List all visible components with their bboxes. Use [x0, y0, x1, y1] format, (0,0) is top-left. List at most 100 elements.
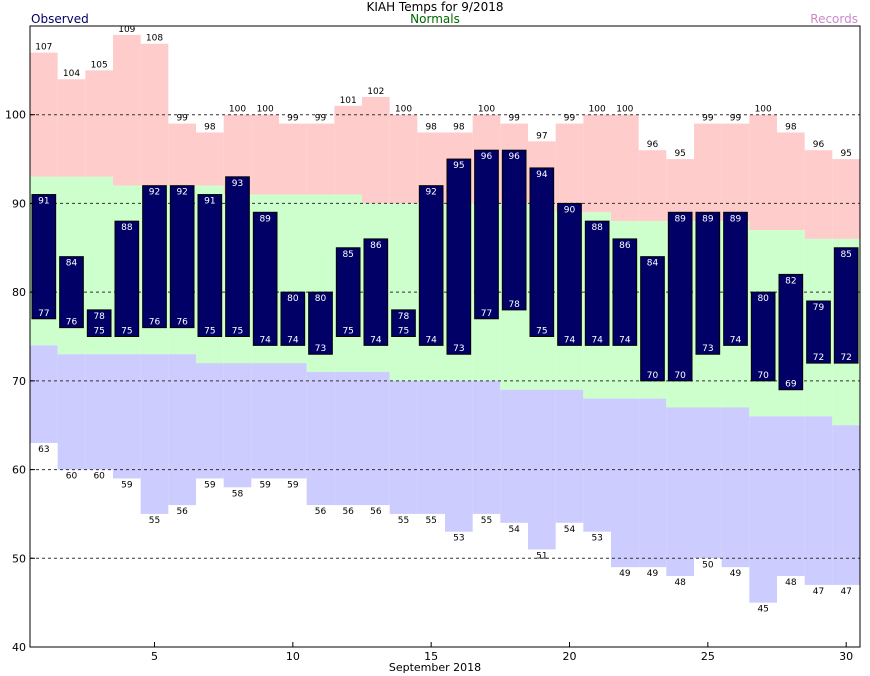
- record-low-label: 56: [176, 507, 188, 517]
- record-low-band: [804, 416, 833, 585]
- record-high-band: [666, 159, 694, 222]
- record-high-label: 95: [674, 149, 685, 159]
- observed-bar: [280, 291, 306, 346]
- record-low-label: 63: [38, 445, 49, 455]
- observed-low-label: 74: [730, 335, 742, 345]
- record-low-band: [777, 416, 805, 577]
- record-low-label: 48: [785, 578, 797, 588]
- observed-low-label: 75: [121, 327, 132, 337]
- observed-low-label: 74: [591, 335, 603, 345]
- record-high-band: [85, 70, 113, 177]
- observed-high-label: 94: [536, 170, 548, 180]
- record-high-band: [638, 150, 667, 222]
- observed-bar: [723, 211, 748, 346]
- record-high-label: 108: [146, 34, 163, 44]
- record-low-band: [168, 354, 196, 506]
- record-low-band: [583, 398, 611, 532]
- record-low-label: 55: [425, 516, 436, 526]
- record-low-label: 53: [453, 534, 464, 544]
- observed-bar: [501, 149, 527, 311]
- observed-low-label: 76: [66, 318, 78, 328]
- y-tick-label: 50: [12, 552, 26, 565]
- record-low-band: [113, 354, 141, 479]
- record-low-label: 47: [813, 587, 824, 597]
- observed-high-label: 89: [674, 214, 686, 224]
- observed-high-label: 85: [840, 250, 851, 260]
- record-low-label: 56: [370, 507, 382, 517]
- record-high-label: 100: [616, 105, 633, 115]
- record-low-band: [555, 389, 584, 523]
- observed-low-label: 70: [757, 371, 769, 381]
- record-low-label: 55: [149, 516, 160, 526]
- observed-bar: [695, 211, 721, 355]
- record-high-band: [251, 114, 279, 195]
- y-tick-label: 70: [12, 375, 26, 388]
- record-high-band: [555, 123, 584, 213]
- record-low-label: 50: [702, 560, 714, 570]
- record-low-label: 60: [66, 472, 78, 482]
- y-tick-label: 90: [12, 197, 26, 210]
- observed-low-label: 74: [287, 335, 299, 345]
- observed-low-label: 74: [259, 335, 271, 345]
- observed-high-label: 90: [564, 205, 576, 215]
- observed-high-label: 89: [702, 214, 714, 224]
- record-low-band: [251, 363, 279, 479]
- record-low-label: 55: [481, 516, 492, 526]
- observed-bar: [252, 211, 278, 346]
- record-low-band: [666, 407, 694, 577]
- observed-high-label: 79: [813, 303, 825, 313]
- record-low-band: [223, 363, 252, 488]
- record-low-band: [334, 371, 362, 506]
- observed-low-label: 74: [564, 335, 576, 345]
- observed-low-label: 74: [425, 335, 437, 345]
- record-low-band: [500, 389, 528, 523]
- y-tick-label: 60: [12, 464, 26, 477]
- record-high-label: 100: [755, 105, 772, 115]
- record-high-label: 99: [702, 114, 714, 124]
- record-high-band: [389, 114, 418, 204]
- observed-high-label: 84: [66, 259, 78, 269]
- record-low-label: 56: [315, 507, 327, 517]
- observed-high-label: 96: [481, 152, 493, 162]
- axes-layer: 40 50 60 70 80 90 100 5 10 15 20 25 30: [5, 25, 861, 663]
- x-tick-label: 15: [424, 650, 438, 663]
- observed-high-label: 86: [370, 241, 382, 251]
- observed-high-label: 84: [647, 259, 659, 269]
- observed-low-label: 73: [315, 344, 326, 354]
- observed-low-label: 75: [536, 327, 547, 337]
- observed-bar: [225, 176, 250, 337]
- record-low-band: [30, 345, 58, 443]
- observed-high-label: 88: [121, 223, 133, 233]
- observed-low-label: 77: [481, 309, 492, 319]
- record-low-label: 54: [508, 525, 520, 535]
- record-low-band: [721, 407, 750, 568]
- record-high-label: 98: [453, 122, 465, 132]
- record-high-label: 99: [730, 114, 742, 124]
- record-low-label: 59: [287, 480, 299, 490]
- record-low-label: 47: [840, 587, 851, 597]
- observed-high-label: 93: [232, 179, 243, 189]
- observed-low-label: 73: [702, 344, 713, 354]
- observed-low-label: 72: [840, 353, 851, 363]
- x-tick-label: 30: [839, 650, 853, 663]
- observed-low-label: 72: [813, 353, 824, 363]
- record-low-label: 58: [232, 489, 244, 499]
- record-low-label: 48: [674, 578, 686, 588]
- observed-high-label: 92: [149, 188, 160, 198]
- observed-high-label: 85: [342, 250, 353, 260]
- observed-bar: [391, 309, 416, 337]
- record-high-label: 96: [647, 140, 659, 150]
- x-axis-label: September 2018: [388, 661, 482, 674]
- observed-low-label: 74: [370, 335, 382, 345]
- legend-normals: Normals: [410, 12, 460, 26]
- observed-low-label: 76: [149, 318, 161, 328]
- record-high-label: 107: [35, 43, 52, 53]
- record-high-label: 99: [287, 114, 299, 124]
- record-high-label: 100: [229, 105, 246, 115]
- record-high-label: 109: [118, 25, 135, 35]
- record-high-band: [583, 114, 611, 213]
- record-low-label: 49: [730, 569, 742, 579]
- observed-bar: [335, 247, 361, 338]
- observed-bar: [418, 185, 444, 346]
